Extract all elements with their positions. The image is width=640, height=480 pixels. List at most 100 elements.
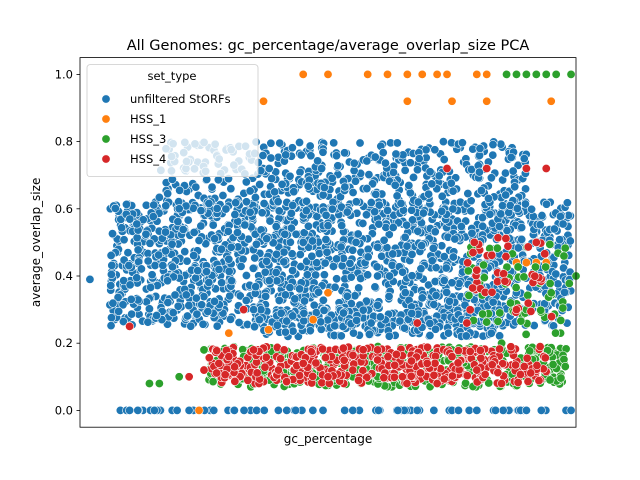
legend-label-unfiltered-storfs: unfiltered StORFs: [130, 92, 231, 106]
point-unfiltered-storfs: [161, 201, 171, 211]
legend-marker-hss-3: [101, 134, 111, 144]
point-unfiltered-storfs: [396, 198, 406, 208]
point-unfiltered-storfs: [427, 256, 437, 266]
point-unfiltered-storfs: [251, 239, 261, 249]
point-unfiltered-storfs: [141, 200, 151, 210]
point-unfiltered-storfs: [418, 208, 428, 218]
point-unfiltered-storfs: [364, 170, 374, 180]
point-unfiltered-storfs: [417, 241, 427, 251]
point-unfiltered-storfs: [553, 279, 563, 289]
point-unfiltered-storfs: [298, 237, 308, 247]
point-unfiltered-storfs: [535, 220, 545, 230]
point-unfiltered-storfs: [240, 220, 250, 230]
point-unfiltered-storfs: [255, 179, 265, 189]
point-unfiltered-storfs: [241, 177, 251, 187]
point-hss-3: [564, 278, 574, 288]
point-unfiltered-storfs: [168, 308, 178, 318]
point-hss-3: [479, 260, 489, 270]
point-hss-4: [389, 372, 399, 382]
point-unfiltered-storfs: [301, 196, 311, 206]
point-hss-4: [212, 368, 222, 378]
point-unfiltered-storfs: [388, 167, 398, 177]
point-unfiltered-storfs: [229, 405, 239, 415]
point-unfiltered-storfs: [319, 183, 329, 193]
point-unfiltered-storfs: [437, 206, 447, 216]
point-unfiltered-storfs: [191, 182, 201, 192]
point-hss-4: [515, 370, 525, 380]
point-unfiltered-storfs: [118, 300, 128, 310]
point-hss-4: [534, 376, 544, 386]
point-unfiltered-storfs: [437, 191, 447, 201]
point-unfiltered-storfs: [321, 234, 331, 244]
point-unfiltered-storfs: [549, 224, 559, 234]
point-unfiltered-storfs: [551, 269, 561, 279]
point-unfiltered-storfs: [370, 207, 380, 217]
point-unfiltered-storfs: [280, 229, 290, 239]
point-hss-4: [224, 352, 234, 362]
point-unfiltered-storfs: [305, 141, 315, 151]
point-unfiltered-storfs: [374, 219, 384, 229]
point-hss-4: [199, 365, 209, 375]
point-unfiltered-storfs: [132, 219, 142, 229]
point-unfiltered-storfs: [314, 249, 324, 259]
point-hss-3: [492, 243, 502, 253]
point-unfiltered-storfs: [398, 267, 408, 277]
point-hss-4: [273, 365, 283, 375]
point-unfiltered-storfs: [226, 184, 236, 194]
point-unfiltered-storfs: [512, 203, 522, 213]
point-unfiltered-storfs: [430, 145, 440, 155]
point-unfiltered-storfs: [208, 220, 218, 230]
point-unfiltered-storfs: [147, 270, 157, 280]
point-unfiltered-storfs: [271, 221, 281, 231]
point-unfiltered-storfs: [266, 153, 276, 163]
point-unfiltered-storfs: [141, 229, 151, 239]
point-hss-3: [559, 251, 569, 261]
point-unfiltered-storfs: [517, 223, 527, 233]
point-hss-4: [503, 241, 513, 251]
point-unfiltered-storfs: [265, 216, 275, 226]
point-unfiltered-storfs: [174, 204, 184, 214]
point-unfiltered-storfs: [241, 270, 251, 280]
point-hss-4: [453, 358, 463, 368]
point-unfiltered-storfs: [318, 405, 328, 415]
point-unfiltered-storfs: [427, 179, 437, 189]
point-unfiltered-storfs: [303, 181, 313, 191]
point-unfiltered-storfs: [445, 296, 455, 306]
point-hss-1: [417, 69, 427, 79]
point-unfiltered-storfs: [340, 182, 350, 192]
point-unfiltered-storfs: [245, 207, 255, 217]
point-unfiltered-storfs: [241, 197, 251, 207]
point-unfiltered-storfs: [122, 199, 132, 209]
point-unfiltered-storfs: [212, 203, 222, 213]
point-unfiltered-storfs: [439, 252, 449, 262]
point-unfiltered-storfs: [348, 187, 358, 197]
point-unfiltered-storfs: [349, 158, 359, 168]
point-unfiltered-storfs: [184, 405, 194, 415]
point-unfiltered-storfs: [204, 199, 214, 209]
point-hss-4: [279, 345, 289, 355]
point-unfiltered-storfs: [181, 290, 191, 300]
point-hss-1: [194, 405, 204, 415]
point-hss-4: [311, 358, 321, 368]
point-unfiltered-storfs: [250, 253, 260, 263]
point-unfiltered-storfs: [555, 212, 565, 222]
point-unfiltered-storfs: [441, 263, 451, 273]
point-unfiltered-storfs: [113, 292, 123, 302]
point-unfiltered-storfs: [273, 405, 283, 415]
point-unfiltered-storfs: [501, 190, 511, 200]
point-hss-4: [260, 362, 270, 372]
point-unfiltered-storfs: [405, 188, 415, 198]
point-unfiltered-storfs: [391, 149, 401, 159]
point-unfiltered-storfs: [402, 220, 412, 230]
point-unfiltered-storfs: [466, 165, 476, 175]
legend-marker-unfiltered-storfs: [101, 94, 111, 104]
point-unfiltered-storfs: [288, 326, 298, 336]
point-unfiltered-storfs: [322, 247, 332, 257]
point-hss-4: [373, 345, 383, 355]
point-unfiltered-storfs: [338, 308, 348, 318]
point-unfiltered-storfs: [279, 257, 289, 267]
point-unfiltered-storfs: [264, 164, 274, 174]
point-hss-1: [224, 328, 234, 338]
point-unfiltered-storfs: [288, 200, 298, 210]
